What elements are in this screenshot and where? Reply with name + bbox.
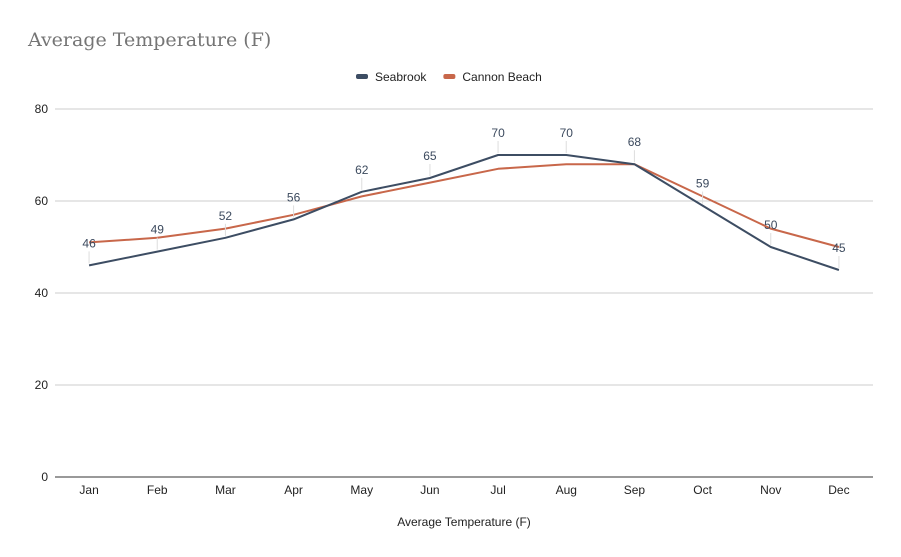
data-label: 65 (423, 149, 437, 163)
data-label: 68 (628, 135, 642, 149)
legend-swatch (356, 74, 368, 79)
y-tick-label: 40 (35, 286, 49, 300)
data-label: 49 (151, 223, 165, 237)
legend-label: Seabrook (375, 70, 427, 84)
chart-title: Average Temperature (F) (28, 29, 272, 51)
series-line-seabrook (88, 154, 840, 271)
x-tick-label: Jun (420, 483, 439, 497)
data-label: 50 (764, 218, 778, 232)
x-axis-ticks: Jan Feb Mar Apr May Jun Jul Aug Sep Oct Nov Dec (79, 483, 849, 497)
x-tick-label: Apr (284, 483, 303, 497)
x-tick-label: Dec (828, 483, 849, 497)
legend-label: Cannon Beach (462, 70, 541, 84)
legend: Seabrook Cannon Beach (356, 70, 542, 84)
x-tick-label: Mar (215, 483, 236, 497)
x-tick-label: Jul (490, 483, 505, 497)
x-tick-label: Nov (760, 483, 781, 497)
y-tick-label: 80 (35, 102, 49, 116)
data-label: 70 (491, 126, 505, 140)
x-tick-label: Aug (556, 483, 577, 497)
y-tick-label: 60 (35, 194, 49, 208)
x-tick-label: Sep (624, 483, 646, 497)
x-tick-label: May (350, 483, 373, 497)
data-label: 62 (355, 163, 369, 177)
x-axis-title: Average Temperature (F) (397, 515, 531, 529)
x-tick-label: Feb (147, 483, 168, 497)
series-line-cannon-beach (89, 163, 840, 248)
data-label: 59 (696, 177, 710, 191)
legend-swatch (443, 74, 456, 79)
gridlines (55, 108, 873, 478)
data-label: 45 (832, 241, 846, 255)
data-labels: 46 49 52 56 62 65 70 70 68 59 50 45 (82, 126, 846, 268)
y-tick-label: 20 (35, 378, 49, 392)
y-tick-label: 0 (41, 470, 48, 484)
data-label: 52 (219, 209, 233, 223)
data-label: 56 (287, 190, 301, 204)
series-lines (88, 154, 840, 271)
data-label: 46 (82, 236, 96, 250)
data-label: 70 (560, 126, 574, 140)
x-tick-label: Jan (79, 483, 98, 497)
y-axis-ticks: 0 20 40 60 80 (35, 102, 49, 484)
x-tick-label: Oct (693, 483, 712, 497)
